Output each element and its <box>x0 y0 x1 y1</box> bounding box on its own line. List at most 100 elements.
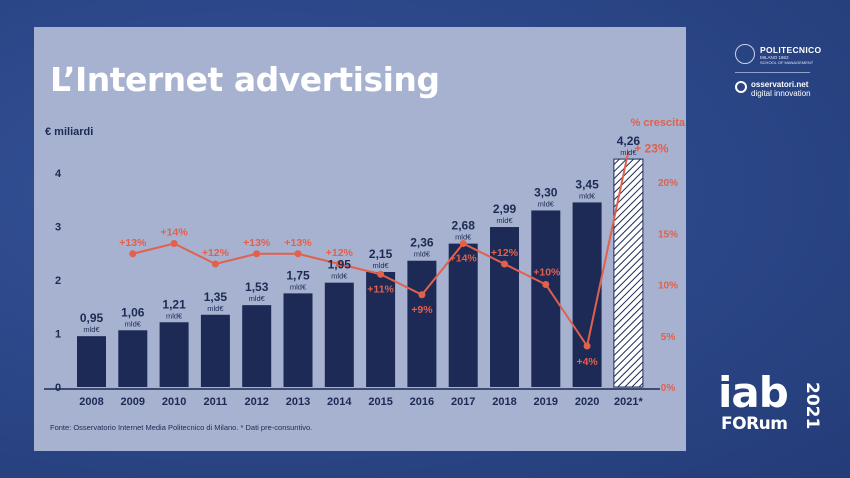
growth-label: +10% <box>533 267 561 279</box>
bar-unit-label: mld€ <box>414 250 431 259</box>
growth-label: +4% <box>576 356 598 368</box>
bar-unit-label: mld€ <box>249 294 266 303</box>
slide-title: L’Internet advertising <box>50 60 440 99</box>
bar-unit-label: mld€ <box>538 199 555 208</box>
osservatori-name: osservatori.net <box>751 80 809 89</box>
growth-point <box>459 240 467 247</box>
growth-point <box>253 250 261 258</box>
x-tick-label: 2017 <box>451 396 475 408</box>
y2-tick-label: 20% <box>658 178 678 189</box>
bar <box>283 293 313 387</box>
y-axis-label: € miliardi <box>45 126 94 138</box>
x-tick-label: 2012 <box>244 396 268 408</box>
growth-point <box>501 260 508 268</box>
bar-unit-label: mld€ <box>496 216 513 225</box>
bar-unit-label: mld€ <box>207 304 224 313</box>
bar <box>366 271 396 387</box>
y-tick-label: 3 <box>55 222 61 234</box>
bar-value-label: 2,36 <box>410 236 434 250</box>
growth-label: +12% <box>202 247 230 259</box>
x-tick-label: 2020 <box>575 396 599 408</box>
osservatori-logo: osservatori.net digital innovation <box>735 80 835 100</box>
bar-unit-label: mld€ <box>166 311 183 320</box>
growth-point <box>583 342 591 350</box>
growth-label: +13% <box>284 237 312 249</box>
politecnico-school: SCHOOL OF MANAGEMENT <box>760 60 814 65</box>
iab-forum-logo: iab FORum 2021 <box>718 368 828 456</box>
bar-unit-label: mld€ <box>290 282 307 291</box>
growth-point <box>294 250 302 258</box>
bar-unit-label: mld€ <box>455 233 472 242</box>
bar <box>242 305 272 387</box>
x-tick-label: 2018 <box>492 396 516 408</box>
bar-unit-label: mld€ <box>620 148 637 157</box>
x-tick-label: 2016 <box>410 396 434 408</box>
growth-point <box>542 281 550 288</box>
growth-label: +13% <box>243 237 271 249</box>
x-tick-label: 2019 <box>534 396 558 408</box>
iab-year: 2021 <box>802 382 822 430</box>
bar-value-label: 1,06 <box>121 305 145 319</box>
growth-label: +14% <box>450 253 478 265</box>
bars-group <box>77 158 644 388</box>
bar <box>490 227 519 387</box>
axes-group: 0 1 2 3 4 0% 5% 10% 15% 20% <box>44 168 678 394</box>
growth-point <box>170 240 178 247</box>
growth-label: +12% <box>326 247 354 259</box>
y-tick-label: 1 <box>55 329 61 341</box>
bar-unit-label: mld€ <box>125 319 142 328</box>
growth-point <box>377 270 385 278</box>
y2-tick-label: 5% <box>661 332 676 343</box>
x-tick-label: 2015 <box>368 396 392 408</box>
iab-wordmark: iab <box>718 368 789 417</box>
politecnico-seal-icon <box>735 44 755 64</box>
growth-label: +12% <box>491 247 519 259</box>
bar-value-label: 1,53 <box>245 280 269 294</box>
x-tick-label: 2010 <box>162 396 186 408</box>
bar <box>118 330 148 387</box>
bar-value-label: 4,26 <box>617 134 641 148</box>
growth-point <box>418 291 426 299</box>
y-tick-label: 0 <box>55 382 61 394</box>
bar-value-label: 3,30 <box>534 185 558 199</box>
growth-label: +13% <box>119 237 147 249</box>
logo-divider <box>735 72 810 73</box>
growth-point <box>211 260 219 268</box>
bar-value-label: 1,95 <box>328 258 352 272</box>
bar-value-label: 2,68 <box>452 219 476 233</box>
secondary-y-axis-label: % crescita <box>630 117 685 129</box>
bar <box>200 314 230 387</box>
y2-tick-label: 0% <box>661 383 676 394</box>
x-tick-label: 2008 <box>79 396 103 408</box>
bar-value-label: 1,35 <box>204 290 228 304</box>
bar-unit-label: mld€ <box>372 261 389 270</box>
bar-value-label: 1,21 <box>162 297 186 311</box>
x-tick-label: 2011 <box>203 396 227 408</box>
bar <box>572 202 602 387</box>
bar-forecast <box>613 158 644 388</box>
growth-point <box>129 250 137 258</box>
labels-group: 20080,95mld€20091,06mld€20101,21mld€2011… <box>79 134 669 408</box>
bar-value-label: 2,99 <box>493 202 517 216</box>
source-note: Fonte: Osservatorio Internet Media Polit… <box>50 423 313 432</box>
y2-tick-label: 10% <box>658 281 678 292</box>
x-tick-label: 2009 <box>121 396 145 408</box>
growth-line-group <box>129 151 630 350</box>
y2-tick-label: 15% <box>658 229 678 240</box>
growth-label: + 23% <box>634 141 669 155</box>
osservatori-magnifier-icon <box>735 81 747 93</box>
iab-forum-wordmark: FORum <box>721 414 788 434</box>
x-tick-label: 2014 <box>327 396 352 408</box>
bar-unit-label: mld€ <box>83 325 100 334</box>
growth-label: +11% <box>367 283 394 295</box>
bar-value-label: 2,15 <box>369 247 393 261</box>
bar-value-label: 3,45 <box>575 177 599 191</box>
bar <box>324 282 354 387</box>
osservatori-tagline: digital innovation <box>751 89 811 98</box>
bar-value-label: 0,95 <box>80 311 104 325</box>
growth-point <box>335 260 343 268</box>
bar-unit-label: mld€ <box>579 191 596 200</box>
y-tick-label: 4 <box>55 168 62 180</box>
growth-label: +14% <box>161 227 189 239</box>
